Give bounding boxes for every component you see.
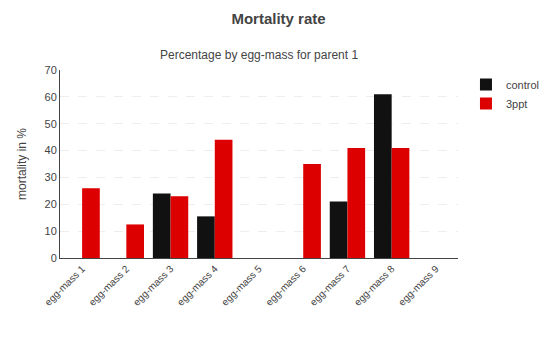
svg-text:egg-mass 4: egg-mass 4 [175, 263, 220, 308]
svg-text:control: control [506, 79, 539, 91]
svg-text:egg-mass 6: egg-mass 6 [263, 263, 308, 308]
svg-text:egg-mass 9: egg-mass 9 [396, 263, 441, 308]
svg-text:egg-mass 1: egg-mass 1 [42, 263, 87, 308]
svg-text:Percentage by egg-mass for par: Percentage by egg-mass for parent 1 [160, 48, 358, 62]
svg-text:50: 50 [45, 118, 57, 130]
svg-text:egg-mass 8: egg-mass 8 [352, 263, 397, 308]
svg-text:egg-mass 3: egg-mass 3 [131, 263, 176, 308]
svg-text:mortality in %: mortality in % [15, 128, 29, 200]
svg-text:70: 70 [45, 64, 57, 76]
svg-text:egg-mass 5: egg-mass 5 [219, 263, 264, 308]
svg-text:10: 10 [45, 225, 57, 237]
svg-text:20: 20 [45, 198, 57, 210]
svg-text:0: 0 [51, 252, 57, 264]
svg-text:egg-mass 7: egg-mass 7 [308, 263, 353, 308]
svg-text:egg-mass 2: egg-mass 2 [87, 263, 132, 308]
svg-text:Mortality rate: Mortality rate [231, 10, 325, 27]
svg-text:60: 60 [45, 91, 57, 103]
svg-text:30: 30 [45, 171, 57, 183]
svg-text:3ppt: 3ppt [506, 98, 527, 110]
svg-text:40: 40 [45, 144, 57, 156]
